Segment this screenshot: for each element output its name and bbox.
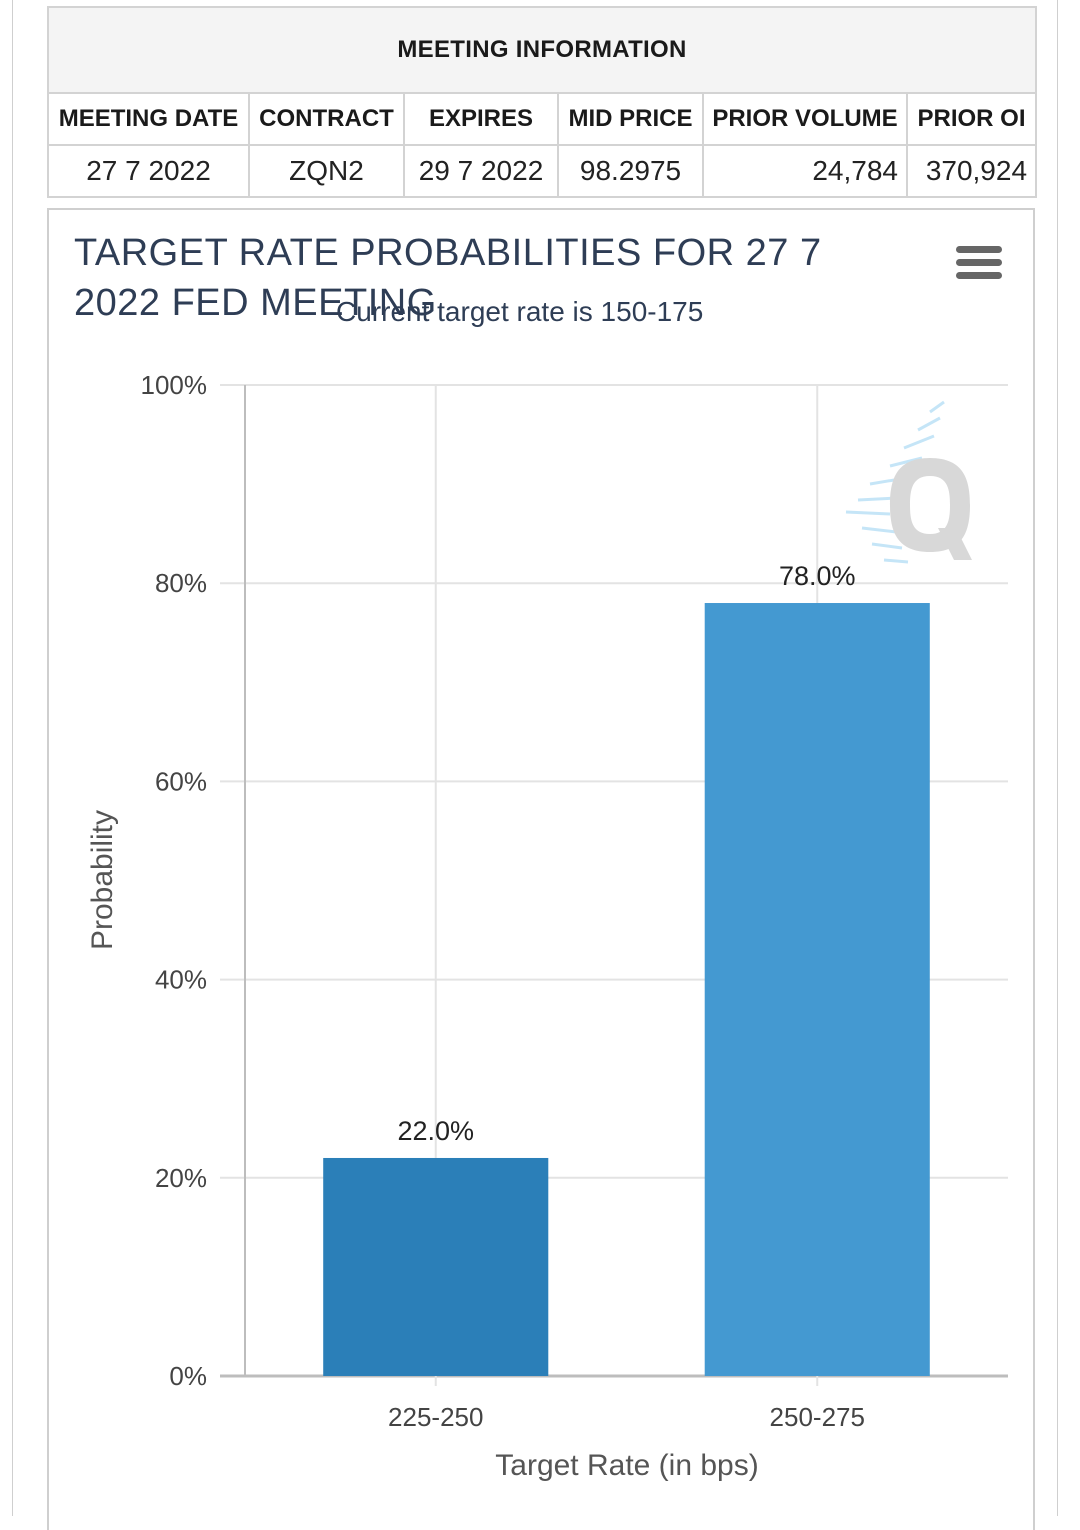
chart-title: TARGET RATE PROBABILITIES FOR 27 7 2022 … [74,232,822,324]
y-tick-label: 60% [155,766,207,796]
meeting-info-header-row: MEETING DATE CONTRACT EXPIRES MID PRICE … [47,92,1038,146]
bar-data-label: 22.0% [397,1116,474,1146]
bar-data-label: 78.0% [779,561,856,591]
cell-prior-volume: 24,784 [702,144,908,198]
y-axis-title: Probability [86,810,119,950]
header-prior-oi: PRIOR OI [905,92,1038,146]
header-meeting-date: MEETING DATE [47,92,250,146]
chart-subtitle: Current target rate is 150-175 [336,296,704,327]
x-tick-label: 250-275 [770,1402,865,1432]
meeting-info-table: MEETING INFORMATION MEETING DATE CONTRAC… [46,6,1038,198]
y-tick-label: 100% [141,370,208,400]
y-tick-label: 80% [155,568,207,598]
cell-prior-oi: 370,924 [905,144,1038,198]
header-mid-price: MID PRICE [557,92,704,146]
header-contract: CONTRACT [248,92,405,146]
cell-mid-price: 98.2975 [557,144,704,198]
q-logo-watermark [845,400,972,564]
hamburger-menu-icon[interactable] [956,246,1002,282]
header-prior-volume: PRIOR VOLUME [702,92,908,146]
x-tick-label: 225-250 [388,1402,483,1432]
x-axis-title: Target Rate (in bps) [495,1449,758,1482]
y-tick-label: 0% [169,1361,207,1391]
bar-225-250[interactable] [323,1157,549,1376]
y-tick-label: 20% [155,1163,207,1193]
page-frame [12,0,1058,1516]
table-row: 27 7 2022 ZQN2 29 7 2022 98.2975 24,784 … [47,144,1038,198]
bar-250-275[interactable] [704,603,930,1376]
y-tick-label: 40% [155,965,207,995]
header-expires: EXPIRES [403,92,559,146]
cell-meeting-date: 27 7 2022 [47,144,250,198]
cell-contract: ZQN2 [248,144,405,198]
cell-expires: 29 7 2022 [403,144,559,198]
meeting-info-title: MEETING INFORMATION [46,6,1038,94]
